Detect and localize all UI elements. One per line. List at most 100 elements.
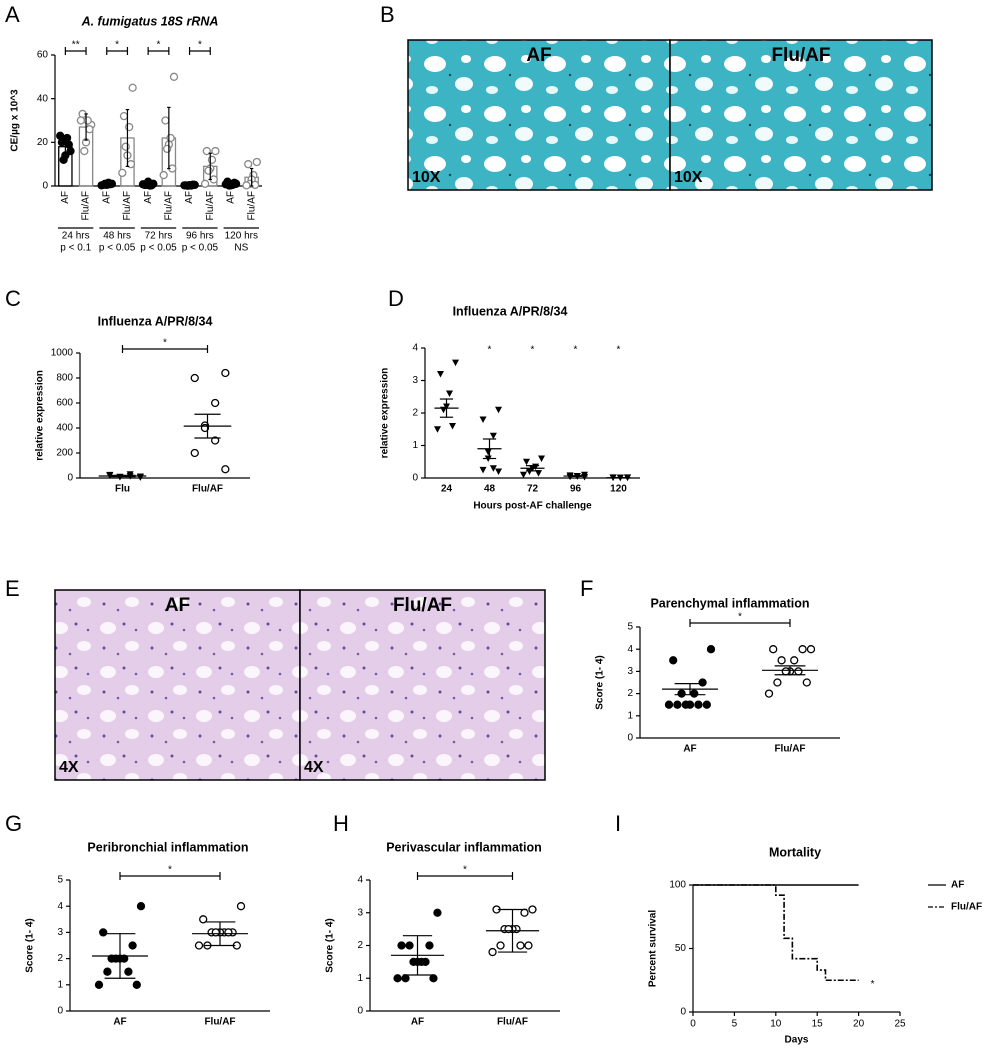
chart-title: Mortality [769,845,821,859]
magnification: 10X [412,169,441,186]
x-tick-label: AF [113,1017,126,1028]
data-point [397,941,406,950]
data-point [664,700,674,709]
data-point [221,465,230,474]
group-label: 96 hrs [186,231,214,242]
panel-letter: I [615,811,621,836]
x-tick-label: Flu/AF [497,1017,528,1028]
x-tick-label: 24 [441,484,453,495]
data-point [159,170,168,180]
data-point [210,398,220,408]
data-point [538,455,546,462]
data-point [764,689,774,698]
data-point [147,181,156,190]
data-point [136,902,146,911]
data-point [802,678,811,687]
y-tick-label: 3 [627,666,633,677]
data-point [436,371,444,378]
data-point [204,166,213,175]
y-tick-label: 2 [357,940,363,951]
data-point [252,157,261,167]
panel-letter: A [5,2,20,27]
data-point [433,908,442,917]
data-point [393,974,402,983]
significance-label: * [163,338,167,349]
data-point [118,168,127,178]
pane-title: Flu/AF [393,595,452,616]
x-tick-label: 48 [484,484,496,495]
pane-title: AF [165,595,190,616]
y-tick-label: 4 [57,901,63,912]
data-point [452,359,460,367]
data-point [484,449,492,456]
x-tick-label: AF [226,191,237,204]
data-point [138,180,148,189]
y-tick-label: 200 [56,448,73,459]
data-point [199,915,208,924]
y-tick-label: 0 [67,473,73,484]
data-point [125,122,134,132]
data-point [250,180,260,190]
data-point [446,390,454,397]
significance-label: ** [72,40,80,51]
x-axis-label: Days [785,1035,809,1046]
data-point [690,689,699,698]
significance-label: * [115,40,119,51]
data-point [694,700,703,709]
significance-label: * [488,345,492,356]
x-tick-label: Flu/AF [122,191,133,220]
panel-letter: F [580,576,593,601]
pane-title: AF [526,45,551,66]
data-point [496,941,505,950]
x-tick-label: AF [184,191,195,204]
data-point [504,924,513,934]
x-tick-label: 10 [770,1019,782,1030]
y-tick-label: 1 [627,710,633,721]
x-tick-label: AF [60,191,71,204]
x-tick-label: Flu/AF [774,744,805,755]
y-tick-label: 0 [57,1006,63,1017]
group-label: 120 hrs [225,231,258,242]
significance-label: * [738,612,742,623]
panel-letter: E [5,576,20,601]
y-tick-label: 60 [37,50,49,61]
x-tick-label: 15 [812,1019,824,1030]
x-tick-label: Flu/AF [192,484,223,495]
data-point [207,155,217,164]
y-tick-label: 50 [675,943,687,954]
chart-title: Parenchymal inflammation [650,596,809,610]
data-point [524,941,533,950]
data-point [488,947,497,957]
data-point [106,180,115,189]
x-tick-label: 96 [570,484,582,495]
y-tick-label: 100 [669,880,686,891]
y-tick-label: 1 [57,979,63,990]
y-tick-label: 3 [412,375,418,386]
x-tick-label: AF [683,744,696,755]
y-tick-label: 40 [37,93,49,104]
y-axis-label: Percent survival [648,910,659,987]
y-tick-label: 0 [42,181,48,192]
data-point [479,466,487,474]
data-point [200,179,210,188]
x-tick-label: AF [101,191,112,204]
data-point [166,133,175,143]
data-point [581,474,589,481]
data-point [190,373,199,383]
chart-title: Perivascular inflammation [386,840,542,854]
x-tick-label: Flu/AF [205,191,216,220]
y-tick-label: 400 [56,423,73,434]
y-tick-label: 0 [412,473,418,484]
y-tick-label: 800 [56,373,73,384]
data-point [59,155,68,164]
significance-label: * [574,345,578,356]
y-axis-label: Score (1- 4) [325,918,336,972]
data-point [85,125,94,134]
data-point [781,667,790,676]
y-tick-label: 3 [57,927,63,938]
y-tick-label: 3 [357,907,363,918]
data-point [230,178,239,187]
panel-letter: D [388,286,404,311]
data-point [94,980,104,989]
data-point [681,700,690,709]
